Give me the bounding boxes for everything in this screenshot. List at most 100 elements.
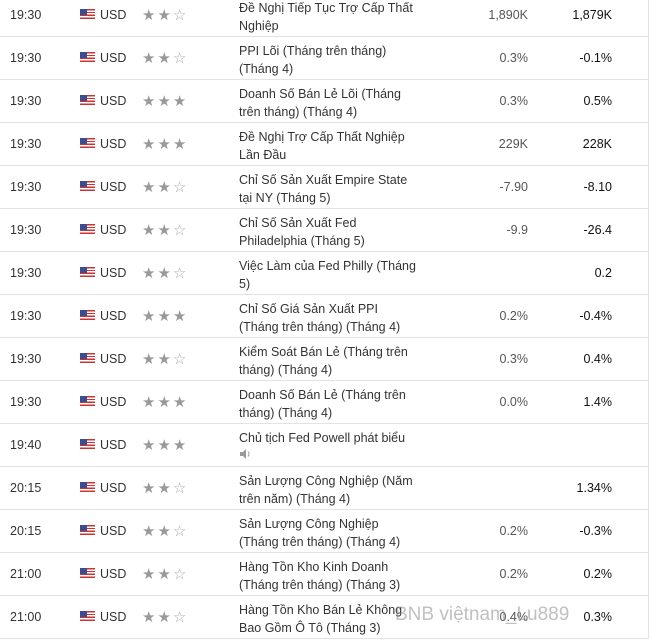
calendar-row: 19:30 USD ★ ★ ★ Đề Nghị Trợ Cấp Thất Nghiệp L… — [0, 123, 648, 166]
previous: -8.10 — [583, 180, 613, 194]
time: 19:30 — [10, 266, 42, 280]
flag-icon — [80, 396, 95, 406]
flag-icon — [80, 9, 95, 19]
event-text: Chỉ Số Giá Sản Xuất PPI (Tháng trên thán… — [239, 302, 401, 334]
star: ☆ — [172, 222, 187, 239]
calendar-row: 19:30 USD ★ ★ ☆ Chỉ Số Sản Xuất Fed Philadelp… — [0, 209, 648, 252]
forecast: 0.2% — [499, 567, 529, 581]
event-text: Kiểm Soát Bán Lẻ (Tháng trên tháng) (Thá… — [239, 345, 408, 377]
time: 19:30 — [10, 395, 42, 409]
currency: USD — [100, 524, 127, 538]
flag-icon — [80, 95, 95, 105]
previous: 0.2% — [583, 567, 613, 581]
event-name: Kiểm Soát Bán Lẻ (Tháng trên tháng) (Thá… — [239, 343, 419, 379]
time: 20:15 — [10, 481, 42, 495]
previous: 228K — [582, 137, 612, 151]
star: ★ — [157, 480, 171, 497]
previous: 1.4% — [583, 395, 613, 409]
event-name: Việc Làm của Fed Philly (Tháng 5) — [239, 257, 419, 293]
importance-stars: ★ ★ ☆ — [142, 221, 188, 239]
calendar-row: 19:30 USD ★ ★ ★ Doanh Số Bán Lẻ (Tháng trên t… — [0, 381, 648, 424]
star: ★ — [157, 308, 171, 325]
event-text: Sản Lượng Công Nghiệp (Năm trên năm) (Th… — [239, 474, 413, 506]
importance-stars: ★ ★ ☆ — [142, 479, 188, 497]
star: ★ — [157, 566, 171, 583]
star: ★ — [142, 394, 156, 411]
calendar-row: 21:00 USD ★ ★ ☆ Hàng Tồn Kho Kinh Doanh (Thán… — [0, 553, 648, 596]
time: 19:30 — [10, 94, 42, 108]
star: ★ — [172, 437, 187, 454]
time: 19:30 — [10, 137, 42, 151]
flag-icon — [80, 568, 95, 578]
previous: -0.3% — [579, 524, 612, 538]
currency: USD — [100, 266, 127, 280]
star: ★ — [142, 480, 156, 497]
importance-stars: ★ ★ ★ — [142, 307, 188, 325]
star: ☆ — [172, 609, 187, 626]
forecast: 0.2% — [499, 524, 529, 538]
event-text: Doanh Số Bán Lẻ Lõi (Tháng trên tháng) (… — [239, 87, 401, 119]
importance-stars: ★ ★ ★ — [142, 393, 188, 411]
importance-stars: ★ ★ ☆ — [142, 608, 188, 626]
star: ★ — [142, 136, 156, 153]
star: ★ — [142, 523, 156, 540]
speaker-icon — [239, 447, 251, 459]
time: 21:00 — [10, 567, 42, 581]
star: ★ — [142, 308, 156, 325]
star: ★ — [172, 308, 187, 325]
flag-icon — [80, 267, 95, 277]
importance-stars: ★ ★ ★ — [142, 92, 188, 110]
time: 19:30 — [10, 309, 42, 323]
event-name: Sản Lượng Công Nghiệp (Tháng trên tháng)… — [239, 515, 419, 551]
star: ★ — [142, 222, 156, 239]
star: ☆ — [172, 50, 187, 67]
star: ☆ — [172, 523, 187, 540]
event-name: Chủ tịch Fed Powell phát biểu — [239, 429, 419, 459]
flag-icon — [80, 482, 95, 492]
star: ★ — [142, 50, 156, 67]
currency: USD — [100, 438, 127, 452]
forecast: 0.3% — [499, 94, 529, 108]
flag-icon — [80, 310, 95, 320]
star: ★ — [157, 222, 171, 239]
calendar-row: 19:30 USD ★ ★ ☆ Việc Làm của Fed Philly (Thán… — [0, 252, 648, 295]
star: ★ — [172, 136, 187, 153]
event-name: Đề Nghị Trợ Cấp Thất Nghiệp Lần Đầu — [239, 128, 419, 164]
forecast: 1,890K — [488, 8, 528, 22]
importance-stars: ★ ★ ☆ — [142, 350, 188, 368]
forecast: -9.9 — [506, 223, 528, 237]
currency: USD — [100, 180, 127, 194]
star: ☆ — [172, 566, 187, 583]
star: ★ — [157, 136, 171, 153]
event-name: Hàng Tồn Kho Bán Lẻ Không Bao Gồm Ô Tô (… — [239, 601, 419, 637]
calendar-row: 19:40 USD ★ ★ ★ Chủ tịch Fed Powell phát biểu — [0, 424, 648, 467]
calendar-row: 19:30 USD ★ ★ ★ Chỉ Số Giá Sản Xuất PPI (Thán… — [0, 295, 648, 338]
currency: USD — [100, 395, 127, 409]
flag-icon — [80, 224, 95, 234]
importance-stars: ★ ★ ★ — [142, 436, 188, 454]
time: 21:00 — [10, 610, 42, 624]
star: ★ — [157, 523, 171, 540]
event-name: PPI Lõi (Tháng trên tháng) (Tháng 4) — [239, 42, 419, 78]
importance-stars: ★ ★ ☆ — [142, 178, 188, 196]
star: ★ — [157, 265, 171, 282]
calendar-row: 19:30 USD ★ ★ ☆ Kiểm Soát Bán Lẻ (Tháng trên … — [0, 338, 648, 381]
star: ☆ — [172, 265, 187, 282]
event-name: Doanh Số Bán Lẻ Lõi (Tháng trên tháng) (… — [239, 85, 419, 121]
star: ★ — [142, 7, 156, 24]
star: ★ — [172, 394, 187, 411]
star: ☆ — [172, 7, 187, 24]
forecast: 0.4% — [499, 610, 529, 624]
importance-stars: ★ ★ ☆ — [142, 264, 188, 282]
event-text: Sản Lượng Công Nghiệp (Tháng trên tháng)… — [239, 517, 401, 549]
forecast: 0.0% — [499, 395, 529, 409]
star: ★ — [142, 566, 156, 583]
currency: USD — [100, 481, 127, 495]
star: ☆ — [172, 351, 187, 368]
currency: USD — [100, 567, 127, 581]
importance-stars: ★ ★ ☆ — [142, 522, 188, 540]
watermark: BNB việtnam_Lu889 — [395, 604, 570, 625]
star: ★ — [157, 437, 171, 454]
forecast: 0.2% — [499, 309, 529, 323]
